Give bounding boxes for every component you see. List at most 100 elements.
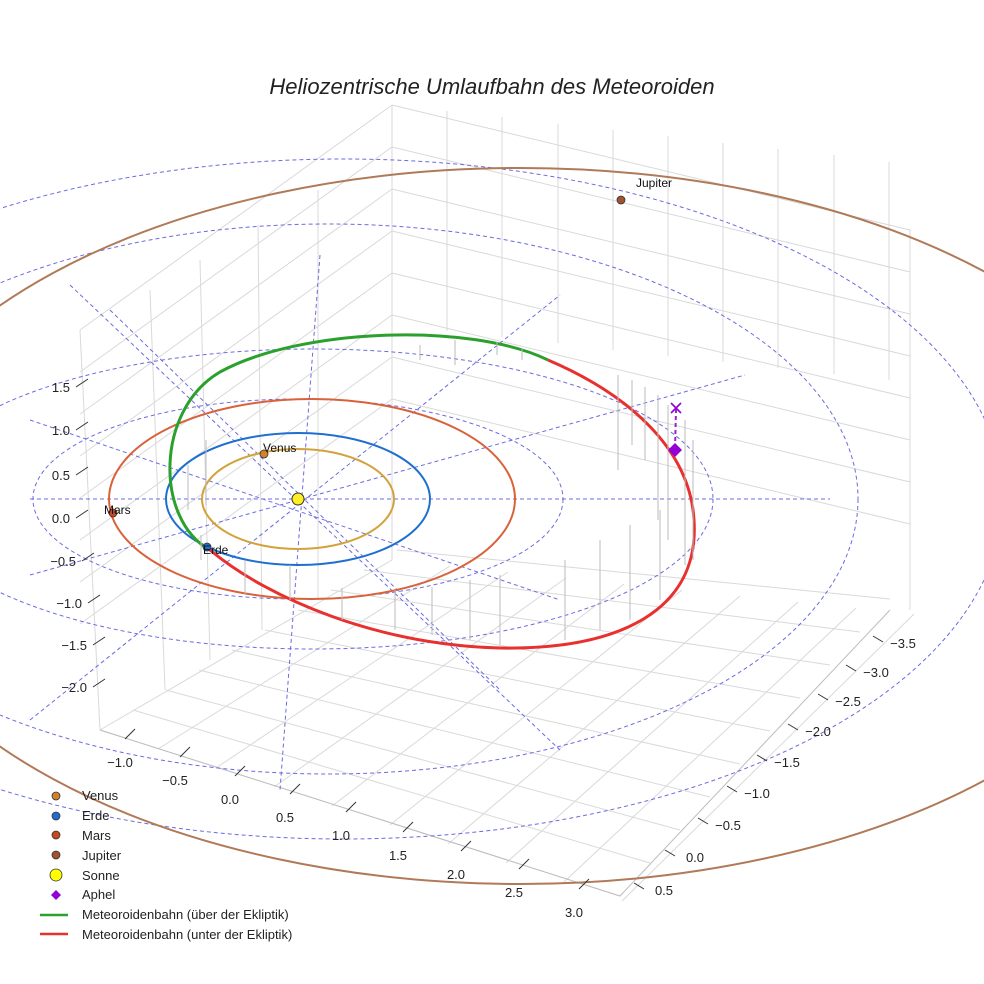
y-tick-label: −1.0 (744, 786, 770, 801)
y-tick (664, 849, 676, 857)
z-tick-label: 1.5 (52, 380, 70, 395)
y-tick-label: 0.0 (686, 850, 704, 865)
grid-line (198, 669, 711, 798)
grid-line (391, 104, 911, 231)
legend-item: Mars (38, 826, 292, 846)
x-tick (578, 878, 590, 890)
legend-item: Aphel (38, 885, 292, 905)
aphel-marker (668, 443, 682, 457)
grid-line (99, 559, 393, 731)
x-tick-label: 0.5 (276, 810, 294, 825)
z-tick-label: 0.0 (52, 511, 70, 526)
z-tick (75, 466, 89, 476)
grid-line (391, 398, 911, 525)
grid-line (79, 314, 393, 541)
y-tick-label: −2.5 (835, 694, 861, 709)
grid-line (331, 583, 625, 807)
x-tick (289, 783, 301, 795)
ecliptic-ring (0, 223, 859, 775)
x-tick (402, 821, 414, 833)
legend-marker (38, 867, 74, 883)
ecliptic-grid (0, 158, 984, 840)
grid-line (363, 569, 861, 633)
legend-item: Erde (38, 806, 292, 826)
z-tick (87, 594, 101, 604)
y-tick-label: −3.0 (863, 665, 889, 680)
grid-line (297, 609, 801, 699)
z-tick (75, 509, 89, 519)
grid-line (79, 188, 393, 415)
earth-orbit (165, 432, 431, 566)
grid-line (447, 595, 741, 845)
legend-label: Erde (82, 808, 110, 824)
y-tick-label: −3.5 (890, 636, 916, 651)
z-tick-label: −1.0 (56, 596, 82, 611)
z-tick-label: 0.5 (52, 468, 70, 483)
legend-item: Sonne (38, 865, 292, 885)
legend-item: Meteoroidenbahn (über der Ekliptik) (38, 905, 292, 925)
meteoroid-orbit-above (168, 333, 549, 552)
legend-marker (38, 907, 74, 923)
legend-marker (38, 926, 74, 942)
legend-item: Venus (38, 786, 292, 806)
ecliptic-ring (0, 158, 984, 840)
y-tick (633, 882, 645, 890)
y-tick (787, 723, 799, 731)
legend-marker (38, 788, 74, 804)
venus-label: Venus (263, 441, 296, 455)
axis-grid (79, 104, 915, 902)
grid-line (79, 230, 393, 457)
x-tick (518, 858, 530, 870)
z-tick-label: −2.0 (61, 680, 87, 695)
z-tick-label: −0.5 (50, 554, 76, 569)
y-tick-label: −2.0 (805, 724, 831, 739)
x-tick (460, 840, 472, 852)
earth-marker (202, 542, 212, 552)
x-tick-label: 3.0 (565, 905, 583, 920)
y-tick (817, 693, 829, 701)
orbit-layer (0, 167, 984, 885)
grid-line (391, 188, 911, 315)
grid-line (389, 589, 683, 826)
y-tick (845, 664, 857, 672)
legend-label: Venus (82, 788, 119, 804)
legend-marker (38, 847, 74, 863)
x-tick (345, 801, 357, 813)
grid-line (273, 577, 567, 788)
z-tick (92, 636, 106, 646)
legend-item: Jupiter (38, 845, 292, 865)
aphel-projection-marker (670, 402, 682, 414)
legend-marker (38, 887, 74, 903)
jupiter-label: Jupiter (636, 176, 672, 190)
y-tick-label: −1.5 (774, 755, 800, 770)
grid-line (563, 607, 857, 883)
jupiter-marker (616, 195, 626, 205)
x-tick-label: 0.0 (221, 792, 239, 807)
z-tick-label: −1.5 (61, 638, 87, 653)
earth-label: Erde (203, 543, 229, 557)
legend-label: Mars (82, 827, 111, 843)
chart-title: Heliozentrische Umlaufbahn des Meteoroid… (269, 74, 715, 99)
z-tick (75, 421, 89, 431)
ecliptic-ray (29, 419, 561, 601)
legend-label: Sonne (82, 867, 120, 883)
grid-line (505, 601, 799, 864)
grid-line (391, 356, 911, 483)
x-tick (179, 746, 191, 758)
grid-line (132, 709, 651, 864)
jupiter-orbit (0, 167, 984, 885)
legend-label: Jupiter (82, 847, 122, 863)
legend-label: Meteoroidenbahn (unter der Ekliptik) (82, 926, 293, 942)
x-tick (124, 728, 136, 740)
grid-line (330, 589, 831, 666)
y-tick (697, 817, 709, 825)
venus-marker (259, 449, 269, 459)
meteoroid-orbit-below (209, 358, 696, 650)
grid-line (199, 259, 211, 661)
z-tick (81, 552, 95, 562)
grid-line (157, 565, 451, 750)
mars-label: Mars (104, 503, 131, 517)
x-tick-label: 1.5 (389, 848, 407, 863)
legend-item: Meteoroidenbahn (unter der Ekliptik) (38, 925, 292, 945)
venus-orbit (201, 448, 395, 550)
